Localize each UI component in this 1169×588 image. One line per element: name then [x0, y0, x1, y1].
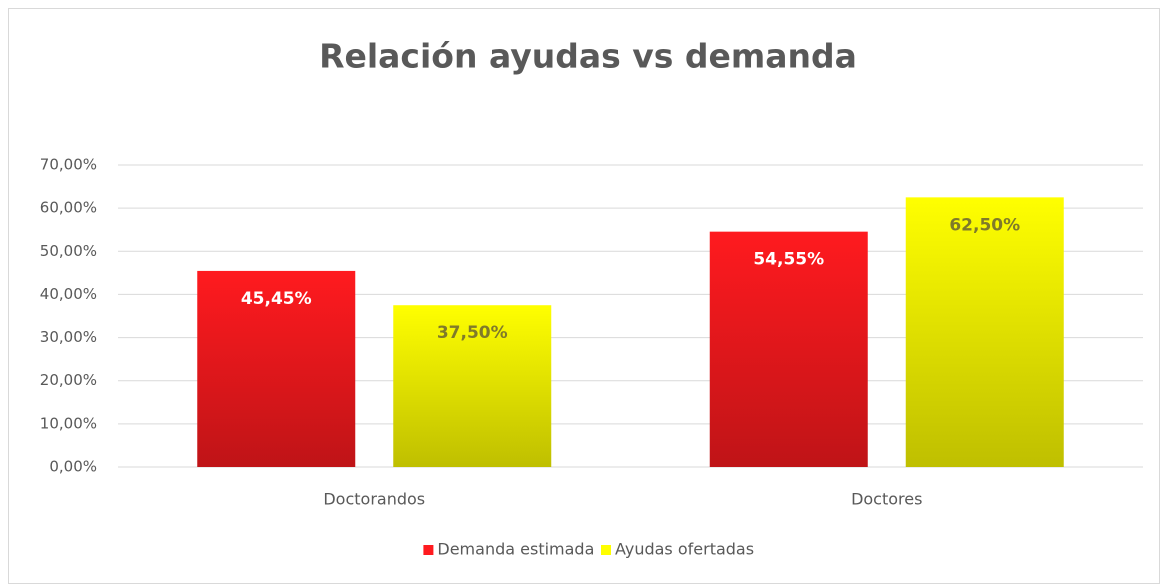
- x-tick-label: Doctores: [851, 490, 922, 509]
- bar: [905, 197, 1064, 467]
- y-tick-label: 0,00%: [49, 458, 97, 476]
- y-tick-label: 30,00%: [40, 328, 97, 346]
- value-label: 62,50%: [949, 215, 1020, 235]
- y-tick-label: 10,00%: [40, 414, 97, 432]
- value-label: 54,55%: [753, 250, 824, 270]
- y-tick-label: 60,00%: [40, 199, 97, 217]
- value-label: 45,45%: [241, 289, 312, 309]
- legend-swatch: [601, 545, 611, 555]
- legend-label: Demanda estimada: [437, 540, 594, 559]
- legend-swatch: [423, 545, 434, 555]
- y-tick-label: 70,00%: [40, 156, 97, 174]
- x-tick-label: Doctorandos: [323, 490, 425, 509]
- chart-title: Relación ayudas vs demanda: [319, 37, 857, 76]
- bar: [197, 270, 356, 467]
- y-tick-label: 50,00%: [40, 242, 97, 260]
- bar: [393, 305, 552, 467]
- y-tick-label: 40,00%: [40, 285, 97, 303]
- value-label: 37,50%: [437, 323, 508, 343]
- legend-label: Ayudas ofertadas: [615, 540, 754, 559]
- bar: [709, 231, 868, 467]
- y-tick-label: 20,00%: [40, 371, 97, 389]
